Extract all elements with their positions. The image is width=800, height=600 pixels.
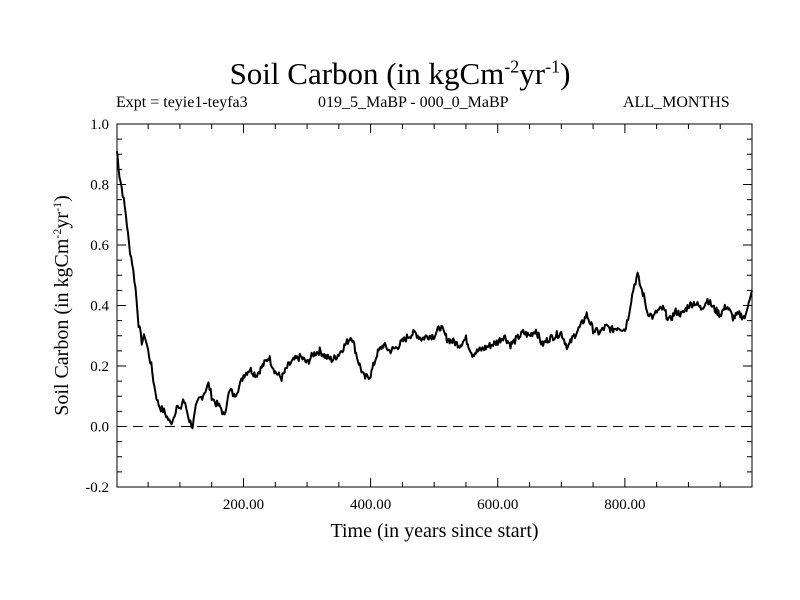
x-tick-label: 600.00: [477, 497, 518, 513]
y-tick-label: 0.4: [90, 299, 109, 315]
subtitle-period: 019_5_MaBP - 000_0_MaBP: [318, 94, 509, 111]
x-tick-label: 400.00: [350, 497, 391, 513]
y-tick-label: 0.2: [90, 359, 109, 375]
subtitle-months: ALL_MONTHS: [623, 94, 730, 111]
x-tick-label: 200.00: [223, 497, 264, 513]
subtitle-experiment: Expt = teyie1-teyfa3: [116, 94, 248, 111]
plot-frame: [116, 123, 753, 488]
x-tick-labels: 200.00 400.00 600.00 800.00: [223, 497, 646, 513]
y-tick-label: -0.2: [85, 480, 109, 496]
x-axis-label: Time (in years since start): [330, 520, 538, 542]
chart-title: Soil Carbon (in kgCm-2yr-1): [229, 56, 571, 91]
y-axis-label: Soil Carbon (in kgCm-2yr-1): [50, 195, 73, 416]
y-tick-label: 0.0: [90, 420, 109, 436]
y-tick-labels: -0.2 0.0 0.2 0.4 0.6 0.8 1.0: [85, 117, 109, 496]
y-tick-label: 0.6: [90, 238, 109, 254]
x-tick-label: 800.00: [604, 497, 645, 513]
y-tick-label: 1.0: [90, 117, 109, 133]
soil-carbon-series-line: [116, 151, 753, 430]
tick-marks: [117, 123, 752, 488]
y-tick-label: 0.8: [90, 178, 109, 194]
